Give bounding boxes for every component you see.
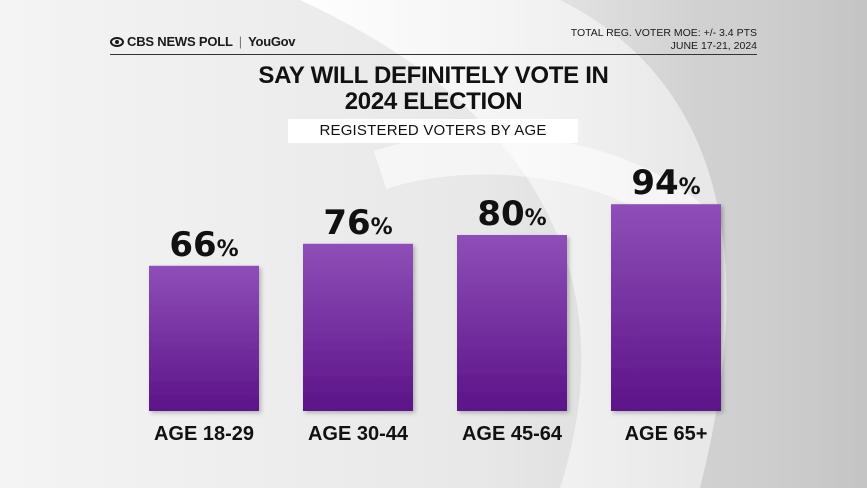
category-label: AGE 65+ xyxy=(625,423,708,445)
bar-age-65- xyxy=(611,204,721,411)
bar-value-label: 66% xyxy=(169,225,238,265)
brand-partner-text: YouGov xyxy=(248,34,296,49)
bar-age-18-29 xyxy=(149,265,259,411)
chart-title-line1: SAY WILL DEFINITELY VOTE IN xyxy=(258,62,609,89)
header-divider xyxy=(110,54,757,55)
poll-meta: TOTAL REG. VOTER MOE: +/- 3.4 PTS JUNE 1… xyxy=(571,27,757,53)
bar-value-label: 80% xyxy=(477,194,546,234)
header: CBS NEWS POLL | YouGov TOTAL REG. VOTER … xyxy=(0,0,867,60)
category-label: AGE 30-44 xyxy=(308,423,409,445)
brand-cbs-text: CBS NEWS POLL xyxy=(127,34,233,49)
chart-title-line2: 2024 ELECTION xyxy=(344,88,523,115)
margin-of-error: TOTAL REG. VOTER MOE: +/- 3.4 PTS xyxy=(570,27,757,39)
cbs-eye-icon xyxy=(110,36,124,47)
bar-value-label: 94% xyxy=(631,163,700,203)
category-label: AGE 18-29 xyxy=(154,423,254,445)
poll-dates: JUNE 17-21, 2024 xyxy=(670,40,757,52)
chart-title: SAY WILL DEFINITELY VOTE IN 2024 ELECTIO… xyxy=(0,63,867,115)
brand-separator: | xyxy=(238,34,243,49)
bar-age-45-64 xyxy=(457,235,567,411)
category-label: AGE 45-64 xyxy=(462,423,563,445)
brand-logo: CBS NEWS POLL | YouGov xyxy=(110,34,296,49)
bar-value-label: 76% xyxy=(323,203,392,243)
bar-age-30-44 xyxy=(303,243,413,411)
chart-subtitle: REGISTERED VOTERS BY AGE xyxy=(288,119,578,143)
